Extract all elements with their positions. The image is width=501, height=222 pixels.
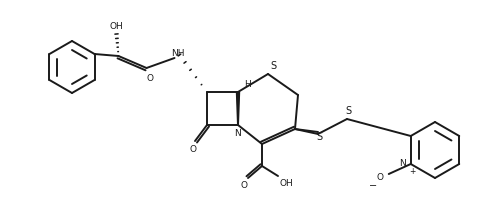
Text: S: S: [315, 132, 322, 142]
Text: S: S: [344, 106, 350, 116]
Text: OH: OH: [109, 22, 123, 30]
Text: O: O: [240, 182, 247, 190]
Text: O: O: [189, 145, 196, 153]
Text: O: O: [376, 174, 382, 182]
Text: S: S: [270, 61, 276, 71]
Text: N: N: [234, 129, 241, 137]
Text: OH: OH: [279, 178, 292, 188]
Text: H: H: [244, 79, 251, 89]
Text: +: +: [409, 166, 415, 176]
Text: −: −: [368, 181, 376, 191]
Text: O: O: [146, 73, 153, 83]
Polygon shape: [236, 92, 239, 125]
Text: NH: NH: [170, 48, 184, 57]
Text: N: N: [399, 159, 405, 168]
